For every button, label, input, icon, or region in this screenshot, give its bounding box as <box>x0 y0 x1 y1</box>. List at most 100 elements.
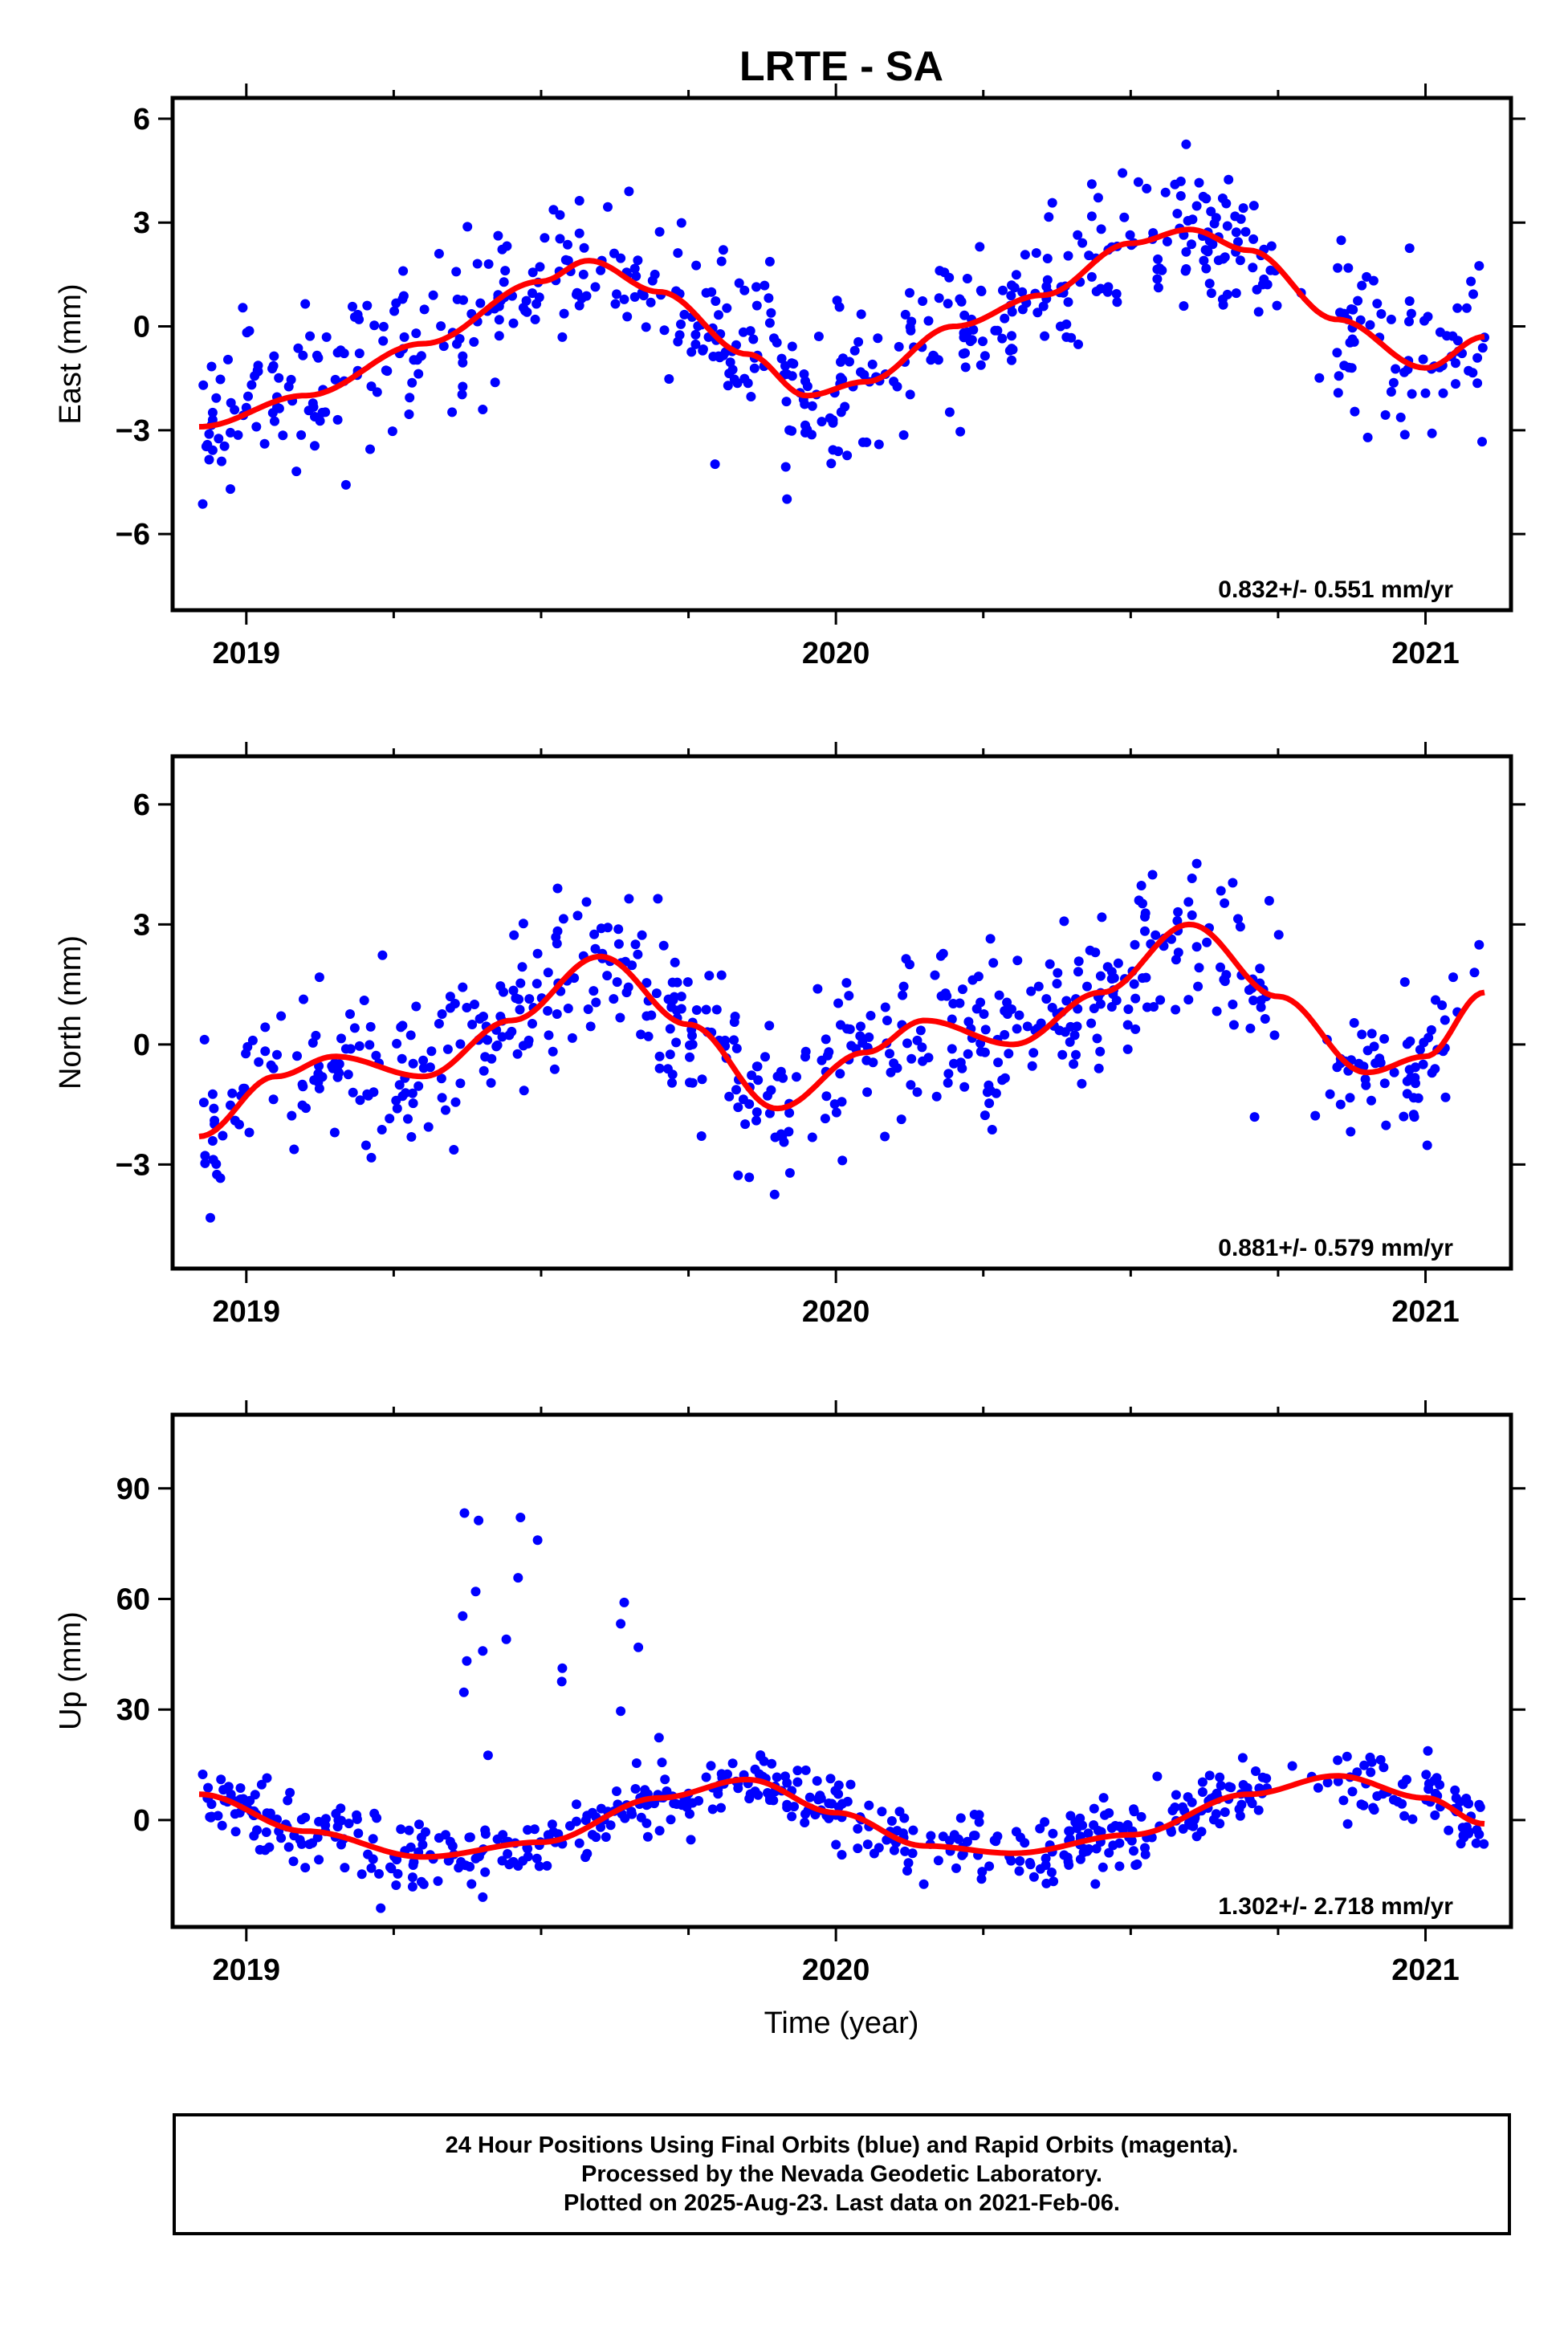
data-point <box>764 293 774 303</box>
data-point <box>1211 213 1221 223</box>
data-point <box>813 332 824 341</box>
data-point <box>269 351 279 361</box>
data-point <box>764 256 775 267</box>
data-point <box>1028 1048 1039 1058</box>
data-point <box>837 1798 848 1809</box>
data-point <box>1269 1030 1280 1041</box>
data-point <box>455 1039 466 1049</box>
data-point <box>419 304 430 315</box>
data-point <box>1057 1049 1068 1060</box>
data-point <box>748 334 759 344</box>
data-point <box>1053 967 1063 978</box>
data-point <box>329 1058 340 1069</box>
data-point <box>1191 942 1202 952</box>
data-point <box>1077 238 1088 248</box>
data-point <box>817 417 827 427</box>
data-point <box>558 914 568 924</box>
data-point <box>1389 1067 1399 1077</box>
data-point <box>1073 339 1083 349</box>
data-point <box>912 1035 922 1045</box>
data-point <box>206 1811 217 1822</box>
data-point <box>1235 922 1245 932</box>
data-point <box>903 1858 914 1868</box>
data-point <box>943 1069 954 1079</box>
data-point <box>587 1830 597 1840</box>
data-point <box>1349 1018 1359 1028</box>
data-point <box>647 275 658 286</box>
data-point <box>723 381 733 391</box>
data-point <box>308 402 319 412</box>
data-point <box>470 1587 481 1597</box>
data-point <box>834 302 845 312</box>
data-point <box>1228 1020 1239 1030</box>
data-point <box>1047 1003 1057 1012</box>
data-point <box>204 454 214 465</box>
data-point <box>452 294 462 304</box>
data-point <box>892 1826 902 1836</box>
data-point <box>458 357 468 368</box>
data-point <box>754 1769 764 1779</box>
data-point <box>1000 1029 1010 1040</box>
data-point <box>207 1089 218 1099</box>
data-point <box>261 1827 271 1837</box>
data-point <box>1353 295 1363 306</box>
data-point <box>1430 1810 1440 1820</box>
data-point <box>1015 1855 1025 1866</box>
data-point <box>311 1030 321 1041</box>
data-point <box>1078 1847 1089 1857</box>
data-point <box>459 1508 470 1518</box>
data-point <box>557 332 568 342</box>
data-point <box>1133 177 1143 187</box>
data-point <box>218 1130 228 1141</box>
data-point <box>874 1843 884 1853</box>
data-point <box>469 336 479 347</box>
data-point <box>336 1815 346 1826</box>
data-point <box>1152 264 1163 275</box>
data-point <box>892 1063 902 1073</box>
data-point <box>200 1158 210 1168</box>
data-point <box>534 292 544 303</box>
data-point <box>1265 265 1276 275</box>
data-point <box>585 1021 596 1032</box>
data-point <box>1100 1810 1110 1820</box>
data-point <box>1427 1068 1437 1078</box>
data-point <box>1380 409 1391 420</box>
data-point <box>1171 1004 1181 1015</box>
data-point <box>1365 1752 1375 1762</box>
data-point <box>1313 1782 1323 1793</box>
data-point <box>1335 308 1345 318</box>
data-point <box>676 218 686 228</box>
data-point <box>365 444 375 454</box>
data-point <box>1065 1811 1076 1821</box>
data-point <box>1379 1762 1389 1773</box>
data-point <box>1419 1037 1429 1048</box>
x-tick-label: 2021 <box>1391 1953 1460 1987</box>
data-point <box>1468 289 1478 299</box>
data-point <box>1216 962 1225 972</box>
data-point <box>1372 299 1383 309</box>
data-point <box>898 981 909 992</box>
data-point <box>1191 858 1202 869</box>
data-point <box>407 1872 417 1883</box>
data-point <box>944 407 955 418</box>
data-point <box>931 1091 942 1102</box>
data-point <box>426 1046 437 1057</box>
data-point <box>377 1125 387 1134</box>
data-point <box>837 1097 847 1107</box>
footer-line-3: Plotted on 2025-Aug-23. Last data on 202… <box>564 2190 1120 2216</box>
data-point <box>1004 1049 1014 1059</box>
data-point <box>462 222 473 232</box>
data-point <box>1000 313 1010 324</box>
data-point <box>596 923 606 934</box>
data-point <box>317 1072 328 1082</box>
data-point <box>792 1777 803 1787</box>
y-tick-label: 0 <box>133 1029 150 1062</box>
data-point <box>1216 886 1226 896</box>
data-point <box>215 1173 226 1183</box>
data-point <box>1123 1004 1134 1014</box>
data-point <box>738 1094 748 1105</box>
data-point <box>1033 981 1044 992</box>
data-point <box>636 1029 646 1040</box>
data-point <box>1224 174 1234 185</box>
data-point <box>1017 287 1028 297</box>
